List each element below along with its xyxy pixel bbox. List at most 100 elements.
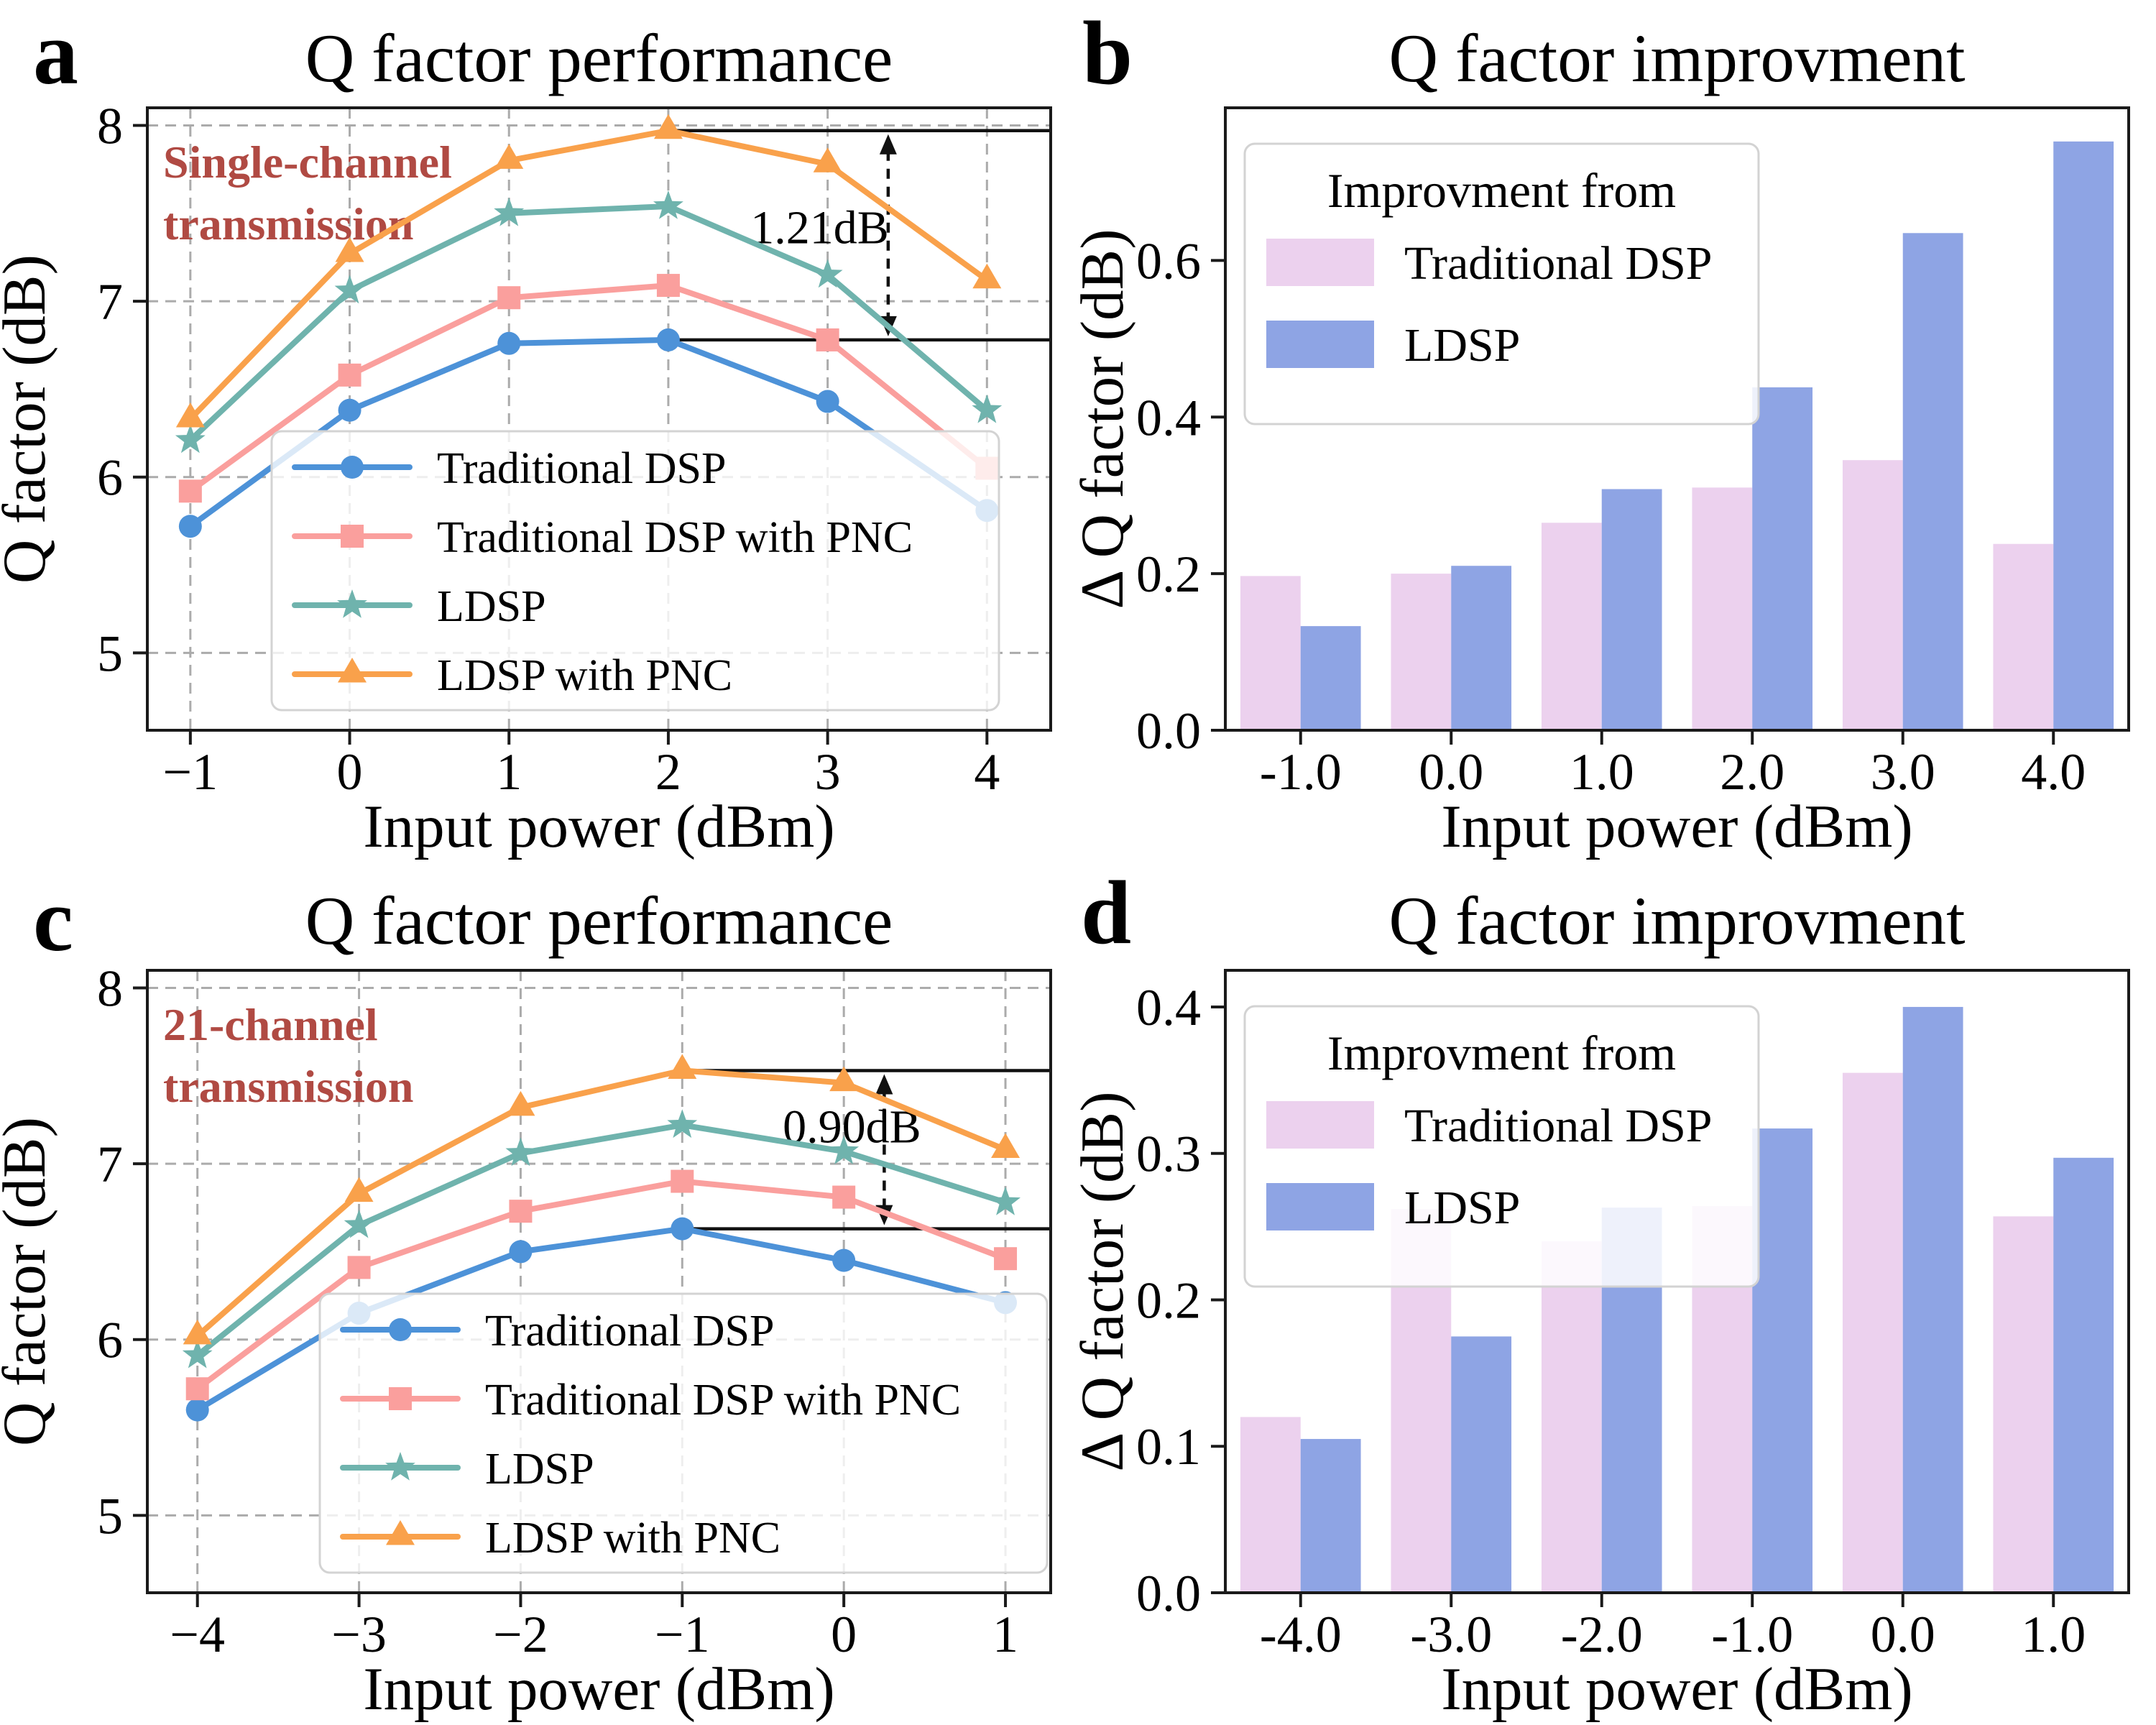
svg-text:−2: −2 [493,1606,548,1663]
chart-title: Q factor performance [305,20,893,96]
axes-frame [1211,106,2130,745]
delta-annotation: 1.21dB [668,129,1051,342]
svg-text:6: 6 [97,1312,123,1369]
svg-text:0.4: 0.4 [1136,979,1201,1036]
svg-text:Traditional DSP: Traditional DSP [437,444,727,493]
svg-text:7: 7 [97,273,123,331]
svg-text:1.0: 1.0 [2021,1606,2086,1663]
panel-c: 21-channel transmission 0.90dB −4 −3 −2 −1 0 1 5 6… [0,862,1078,1725]
svg-text:−1: −1 [655,1606,710,1663]
svg-text:1.21dB: 1.21dB [750,201,889,254]
legend: Traditional DSP Traditional DSP with PNC L… [318,1292,1049,1574]
legend: Improvment from Traditional DSP LDSP [1243,142,1760,426]
y-axis-label: Δ Q factor (dB) [1078,229,1136,609]
svg-text:4: 4 [974,743,1000,801]
bars-ldsp [1300,141,2114,730]
svg-text:0.0: 0.0 [1136,702,1201,760]
svg-text:transmission: transmission [163,1061,414,1112]
svg-text:0.0: 0.0 [1136,1565,1201,1622]
svg-text:LDSP with PNC: LDSP with PNC [437,651,732,700]
svg-text:-1.0: -1.0 [1711,1606,1793,1663]
svg-text:LDSP: LDSP [1404,1182,1520,1234]
svg-text:Traditional DSP: Traditional DSP [1404,237,1712,290]
svg-text:LDSP: LDSP [1404,319,1520,372]
series-ldsp [182,1109,1021,1368]
svg-text:0.2: 0.2 [1136,1271,1201,1329]
bars-ldsp [1300,1006,2114,1593]
transmission-note: 21-channel transmission [163,999,414,1112]
svg-text:Single-channel: Single-channel [163,137,452,188]
svg-text:1: 1 [496,743,522,801]
svg-text:0.1: 0.1 [1136,1418,1201,1476]
svg-text:Traditional DSP with PNC: Traditional DSP with PNC [437,513,913,562]
axes-frame [133,106,1052,745]
x-axis-label: Input power (dBm) [1441,793,1912,860]
bar-chart-single-channel-improvement: -1.0 0.0 1.0 2.0 3.0 4.0 0.0 0.2 0.4 0.6 Improvmen… [1078,20,2130,860]
panel-letter-c: c [33,870,73,970]
svg-text:7: 7 [97,1136,123,1193]
svg-text:2: 2 [655,743,681,801]
x-axis-label: Input power (dBm) [1441,1655,1912,1723]
plot-area: -1.0 0.0 1.0 2.0 3.0 4.0 0.0 0.2 0.4 0.6 Improvmen… [1136,106,2130,801]
svg-text:Traditional DSP: Traditional DSP [1404,1100,1712,1152]
chart-title: Q factor improvment [1389,20,1966,96]
svg-text:4.0: 4.0 [2021,743,2086,801]
legend: Improvment from Traditional DSP LDSP [1243,1005,1760,1288]
svg-text:0.4: 0.4 [1136,389,1201,446]
svg-text:0.2: 0.2 [1136,546,1201,603]
svg-text:0.3: 0.3 [1136,1126,1201,1183]
svg-text:0: 0 [831,1606,857,1663]
bar-chart-21-channel-improvement: -4.0 -3.0 -2.0 -1.0 0.0 1.0 0.0 0.1 0.2 0.3 0.4 Imp… [1078,883,2130,1723]
chart-title: Q factor improvment [1389,883,1966,959]
svg-text:8: 8 [97,960,123,1017]
svg-text:3.0: 3.0 [1871,743,1935,801]
series-ldsp-with-pnc [175,114,1002,428]
svg-text:3: 3 [815,743,841,801]
x-axis-label: Input power (dBm) [363,793,834,860]
plot-area: Single-channel transmission 1.21dB −1 0 1 2 3 4 5… [97,97,1052,801]
panel-letter-d: d [1081,863,1132,963]
series-traditional-dsp-with-pnc [185,1169,1018,1401]
svg-text:Traditional DSP with PNC: Traditional DSP with PNC [485,1376,961,1425]
chart-title: Q factor performance [305,883,893,959]
svg-text:0: 0 [337,743,363,801]
x-axis-label: Input power (dBm) [363,1655,834,1723]
svg-text:-1.0: -1.0 [1260,743,1342,801]
svg-text:transmission: transmission [163,198,414,249]
axes-frame [133,969,1052,1607]
panel-d: -4.0 -3.0 -2.0 -1.0 0.0 1.0 0.0 0.1 0.2 0.3 0.4 Imp… [1078,862,2156,1725]
svg-text:6: 6 [97,449,123,507]
svg-text:-2.0: -2.0 [1561,1606,1643,1663]
y-axis-label: Q factor (dB) [0,254,58,584]
panel-b: -1.0 0.0 1.0 2.0 3.0 4.0 0.0 0.2 0.4 0.6 Improvmen… [1078,0,2156,862]
svg-text:-4.0: -4.0 [1260,1606,1342,1663]
series-traditional-dsp-with-pnc [178,274,999,503]
legend: Traditional DSP Traditional DSP with PNC L… [270,430,1000,712]
plot-area: -4.0 -3.0 -2.0 -1.0 0.0 1.0 0.0 0.1 0.2 0.3 0.4 Imp… [1136,969,2130,1663]
panel-a: Single-channel transmission 1.21dB −1 0 1 2 3 4 5… [0,0,1078,862]
svg-text:1.0: 1.0 [1570,743,1634,801]
svg-text:0.0: 0.0 [1419,743,1483,801]
y-axis-label: Q factor (dB) [0,1117,58,1446]
svg-text:0.6: 0.6 [1136,232,1201,290]
svg-text:8: 8 [97,97,123,155]
svg-text:0.0: 0.0 [1871,1606,1935,1663]
panel-letter-b: b [1082,4,1133,104]
legend-title: Improvment from [1327,163,1676,218]
legend-title: Improvment from [1327,1026,1676,1080]
line-chart-single-channel: Single-channel transmission 1.21dB −1 0 1 2 3 4 5… [0,20,1052,860]
svg-text:21-channel: 21-channel [163,999,378,1050]
svg-text:5: 5 [97,625,123,682]
svg-text:5: 5 [97,1487,123,1545]
axes-frame [1211,969,2130,1607]
series-ldsp-with-pnc [183,1054,1021,1345]
panel-letter-a: a [33,4,78,104]
svg-text:2.0: 2.0 [1720,743,1784,801]
transmission-note: Single-channel transmission [163,137,452,249]
svg-text:−1: −1 [163,743,218,801]
svg-text:Traditional DSP: Traditional DSP [485,1307,775,1356]
svg-text:-3.0: -3.0 [1410,1606,1492,1663]
bars-traditional-dsp [1240,460,2054,730]
series-ldsp [175,190,1003,454]
